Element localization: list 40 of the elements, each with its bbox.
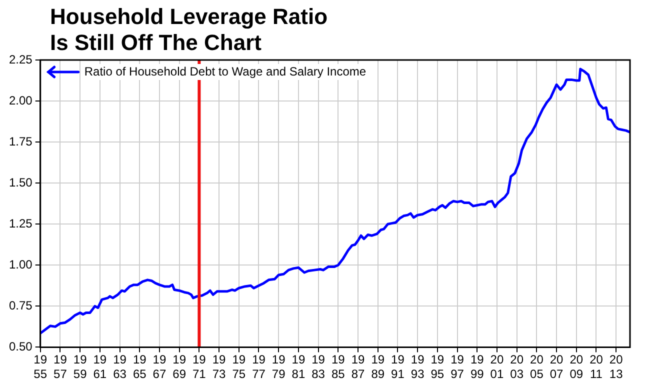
y-tick-label: 0.75 bbox=[8, 298, 33, 312]
y-tick-label: 1.50 bbox=[8, 175, 33, 190]
x-tick-label: 20 01 bbox=[490, 352, 504, 382]
x-tick-label: 19 83 bbox=[312, 352, 326, 382]
x-tick-label: 19 59 bbox=[73, 352, 88, 382]
x-tick-label: 20 03 bbox=[510, 352, 524, 382]
x-tick-label: 19 93 bbox=[410, 352, 425, 382]
x-tick-label: 19 69 bbox=[172, 352, 186, 382]
x-tick-label: 19 67 bbox=[152, 352, 166, 382]
x-tick-label: 19 97 bbox=[450, 352, 464, 382]
x-tick-label: 19 79 bbox=[272, 352, 286, 382]
x-tick-label: 19 99 bbox=[470, 352, 484, 382]
x-tick-label: 20 11 bbox=[590, 352, 604, 382]
x-tick-label: 19 89 bbox=[371, 352, 385, 382]
x-tick-label: 19 65 bbox=[132, 352, 147, 382]
x-tick-label: 19 61 bbox=[93, 352, 107, 382]
chart-title: Household Leverage Ratio Is Still Off The Chart bbox=[50, 4, 329, 56]
x-tick-label: 19 57 bbox=[54, 352, 68, 382]
y-tick-label: 1.75 bbox=[8, 134, 33, 148]
x-tick-label: 19 63 bbox=[113, 352, 127, 382]
x-tick-label: 19 87 bbox=[351, 352, 366, 382]
x-tick-label: 20 05 bbox=[530, 352, 544, 382]
x-tick-label: 19 91 bbox=[391, 352, 405, 382]
y-tick-label: 2.25 bbox=[8, 52, 33, 66]
x-tick-label: 19 71 bbox=[192, 352, 206, 382]
y-tick-label: 1.25 bbox=[8, 216, 33, 230]
x-tick-label: 19 75 bbox=[232, 352, 246, 382]
x-tick-label: 19 77 bbox=[252, 352, 266, 382]
x-tick-label: 20 09 bbox=[570, 352, 584, 382]
x-tick-label: 19 55 bbox=[34, 352, 48, 382]
y-tick-label: 0.50 bbox=[8, 340, 33, 354]
x-tick-label: 20 07 bbox=[550, 352, 564, 382]
x-tick-label: 19 81 bbox=[292, 352, 306, 382]
x-tick-label: 19 85 bbox=[331, 352, 346, 382]
legend-label: Ratio of Household Debt to Wage and Salary Income bbox=[84, 64, 366, 78]
x-tick-label: 20 13 bbox=[609, 352, 624, 382]
x-tick-label: 19 73 bbox=[212, 352, 226, 382]
x-tick-label: 19 95 bbox=[430, 352, 444, 382]
y-tick-label: 1.00 bbox=[8, 257, 33, 272]
y-tick-label: 2.00 bbox=[8, 93, 33, 108]
